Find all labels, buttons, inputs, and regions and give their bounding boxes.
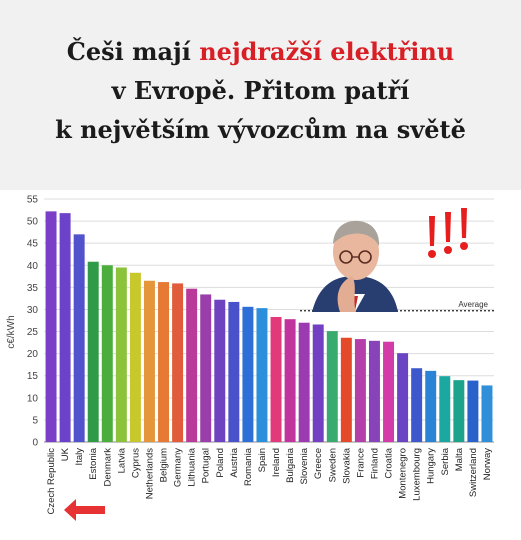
x-tick-label: Hungary: [426, 448, 437, 484]
x-tick-label: Denmark: [102, 448, 113, 487]
bar: [467, 380, 479, 442]
bar: [228, 301, 240, 442]
bar: [129, 272, 141, 442]
bar: [115, 267, 127, 442]
bar: [453, 380, 465, 442]
x-tick-label: Sweden: [327, 448, 338, 482]
bar: [256, 308, 268, 442]
bar: [73, 234, 85, 442]
bar: [87, 261, 99, 442]
bar: [383, 341, 395, 442]
bar: [397, 353, 409, 442]
y-tick-label: 15: [27, 371, 39, 382]
x-tick-label: Montenegro: [398, 448, 409, 499]
x-axis-labels: Czech Republic UK Italy Estonia Denmark Latvi…: [46, 447, 493, 514]
y-tick-label: 10: [27, 393, 39, 404]
x-tick-label: Czech Republic: [46, 448, 57, 515]
headline: Češi mají nejdražší elektřinu v Evropě. …: [0, 32, 521, 149]
bar: [143, 280, 155, 442]
bar: [45, 211, 57, 442]
bar: [158, 282, 170, 442]
y-tick-label: 50: [27, 217, 39, 228]
y-tick-label: 30: [27, 305, 39, 316]
bar: [242, 306, 254, 442]
x-tick-label: Cyprus: [130, 448, 141, 478]
bar: [368, 340, 380, 442]
headline-line-1: Češi mají nejdražší elektřinu: [0, 32, 521, 71]
y-tick-label: 0: [32, 438, 38, 449]
bar: [298, 322, 310, 442]
x-tick-label: Finland: [369, 448, 380, 479]
portrait-photo: [312, 220, 398, 312]
x-tick-label: Poland: [215, 448, 226, 478]
x-tick-label: Bulgaria: [285, 447, 296, 483]
y-tick-label: 40: [27, 261, 39, 272]
triple-exclamation-icon: [428, 208, 468, 258]
x-tick-label: Lithuania: [187, 447, 198, 486]
x-tick-label: Estonia: [88, 447, 99, 479]
headline-line-3: k největším vývozcům na světě: [55, 115, 466, 144]
y-tick-label: 55: [27, 195, 39, 206]
bar: [101, 265, 113, 442]
average-label: Average: [458, 300, 488, 309]
x-tick-label: Malta: [454, 447, 465, 471]
headline-line-2: v Evropě. Přitom patří: [111, 76, 410, 105]
bar: [439, 376, 451, 442]
x-tick-label: Norway: [482, 448, 493, 480]
bars: [45, 211, 493, 442]
x-tick-label: Croatia: [384, 447, 395, 478]
y-tick-label: 45: [27, 239, 39, 250]
y-axis-ticks: 0 5 10 15 20 25 30 35 40 45 50 55: [27, 195, 39, 449]
bar: [214, 299, 226, 442]
x-tick-label: Netherlands: [144, 448, 155, 499]
bar: [270, 316, 282, 442]
x-tick-label: Portugal: [201, 448, 212, 483]
x-tick-label: Belgium: [159, 448, 170, 482]
bar: [200, 294, 212, 442]
headline-highlight: nejdražší elektřinu: [199, 37, 455, 66]
left-arrow-icon: [64, 499, 105, 521]
x-tick-label: Switzerland: [468, 448, 479, 497]
bar: [186, 288, 198, 442]
x-tick-label: UK: [60, 447, 71, 461]
bar: [326, 331, 338, 442]
x-tick-label: Slovenia: [299, 447, 310, 484]
x-tick-label: Austria: [229, 447, 240, 477]
electricity-price-chart: 0 5 10 15 20 25 30 35 40 45 50 55 c€/kWh Average Cz…: [6, 195, 494, 521]
bar: [340, 337, 352, 442]
bar: [411, 368, 423, 442]
bar: [59, 213, 71, 442]
bar: [481, 385, 493, 442]
headline-part-1: Češi mají: [66, 37, 200, 66]
x-tick-label: Germany: [173, 448, 184, 487]
y-tick-label: 20: [27, 349, 39, 360]
x-tick-label: Romania: [243, 447, 254, 486]
y-tick-label: 35: [27, 283, 39, 294]
y-tick-label: 5: [32, 415, 38, 426]
x-tick-label: Greece: [313, 448, 324, 479]
bar: [284, 319, 296, 442]
x-tick-label: Latvia: [116, 447, 127, 473]
x-tick-label: Italy: [74, 448, 85, 466]
bar: [354, 339, 366, 442]
y-tick-label: 25: [27, 327, 39, 338]
bar: [312, 324, 324, 442]
x-tick-label: Luxembourg: [412, 448, 423, 501]
bar: [425, 370, 437, 442]
headline-banner: Češi mají nejdražší elektřinu v Evropě. …: [0, 0, 521, 190]
x-tick-label: France: [355, 448, 366, 478]
bar: [172, 283, 184, 442]
x-tick-label: Ireland: [271, 448, 282, 477]
x-tick-label: Serbia: [440, 447, 451, 475]
x-tick-label: Slovakia: [341, 447, 352, 484]
y-axis-label: c€/kWh: [6, 315, 17, 348]
x-tick-label: Spain: [257, 448, 268, 472]
